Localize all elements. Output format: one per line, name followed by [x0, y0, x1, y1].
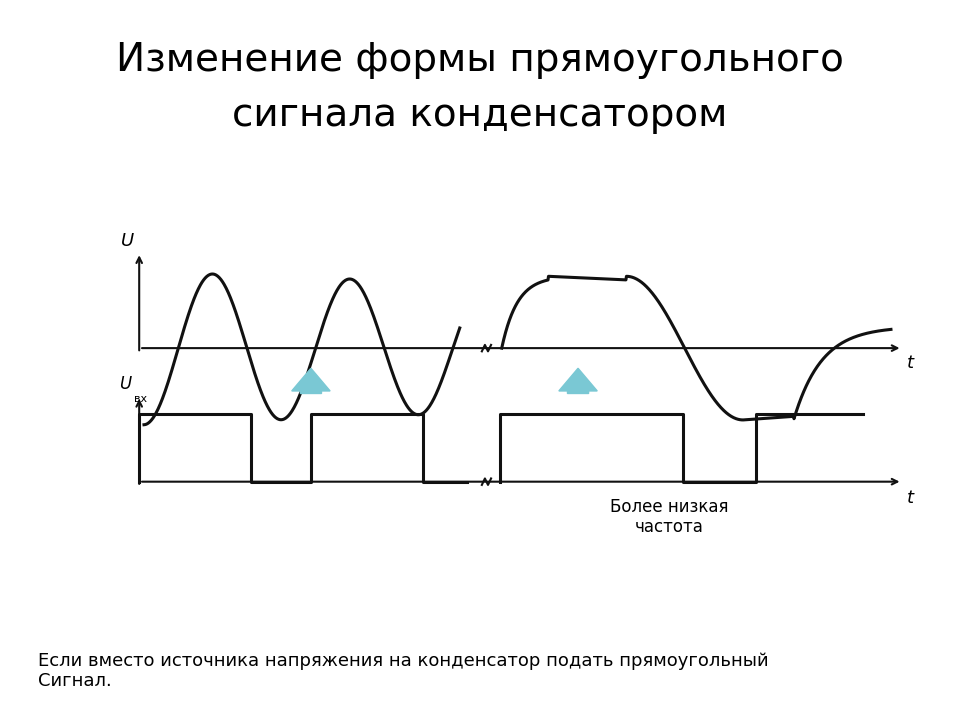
Text: U: U	[121, 232, 134, 250]
Text: сигнала конденсатором: сигнала конденсатором	[232, 96, 728, 135]
Text: t: t	[907, 354, 914, 372]
Text: Изменение формы прямоугольного: Изменение формы прямоугольного	[116, 41, 844, 78]
Text: вх: вх	[134, 394, 148, 403]
Text: U: U	[119, 376, 132, 393]
Text: Если вместо источника напряжения на конденсатор подать прямоугольный
Сигнал.: Если вместо источника напряжения на конд…	[38, 652, 769, 690]
Polygon shape	[559, 369, 597, 393]
Text: Более низкая
частота: Более низкая частота	[611, 498, 729, 536]
Text: t: t	[907, 490, 914, 507]
Polygon shape	[292, 369, 330, 393]
